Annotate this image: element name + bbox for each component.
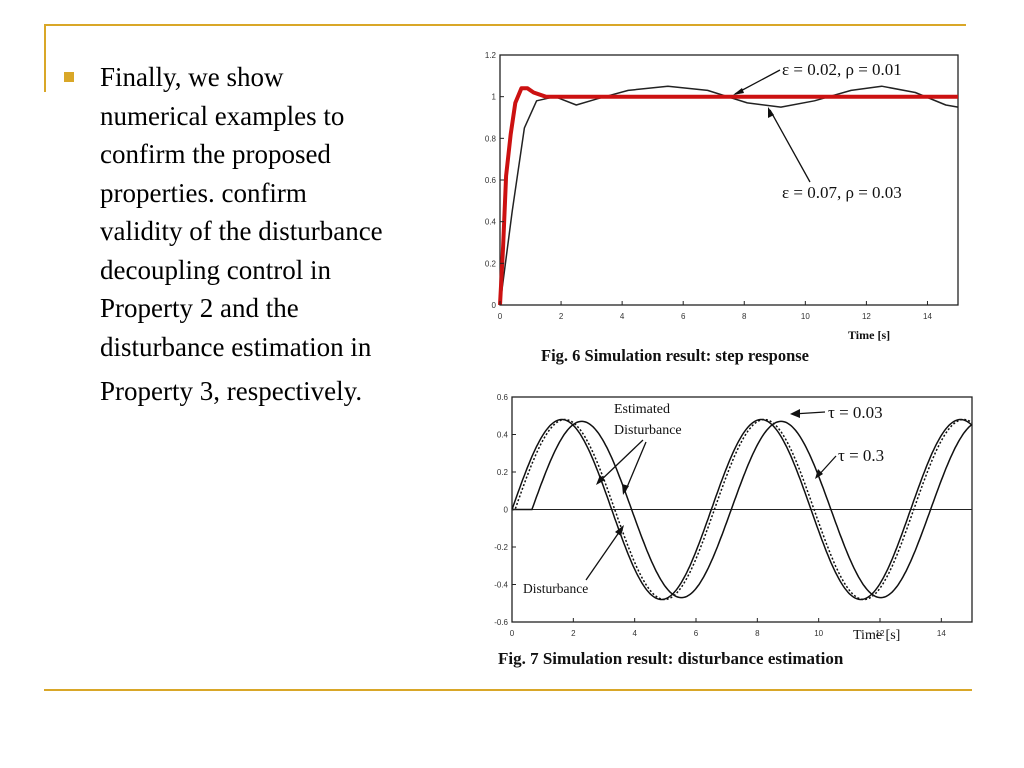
fig7-y-tick-label: 0.2 [497,468,509,477]
fig6-y-tick-label: 1 [492,93,497,102]
fig7-x-tick-label: 0 [510,629,515,638]
fig7-annotation-disturbance-top: Disturbance [614,423,682,438]
fig7-series-line-3 [512,420,973,599]
fig7-x-ticks: 0 2 4 6 8 10 12 14 [510,618,946,638]
fig6-x-tick-label: 4 [620,312,625,321]
fig6-series-group [498,85,959,306]
fig6-y-tick-label: 1.2 [485,51,497,60]
fig6-x-tick-label: 12 [862,312,871,321]
fig6-annotation-1: ε = 0.02, ρ = 0.01 [782,60,902,79]
fig7-x-tick-label: 2 [571,629,576,638]
bullet-line: disturbance estimation in [100,331,372,362]
fig7-series-line-2 [512,418,973,601]
fig6-series-line-2 [499,85,959,306]
fig7-arrow-dist [585,527,623,581]
fig7-arrowhead-dist [615,525,624,536]
fig7-annotation-disturbance-bottom: Disturbance [523,581,588,596]
fig6-x-tick-label: 2 [559,312,564,321]
fig7-series-line-1 [511,418,973,601]
fig7-arrow-est-1 [597,439,644,484]
fig7-xlabel: Time [s] [853,628,900,643]
fig7-x-tick-label: 10 [814,629,823,638]
fig6-y-tick-label: 0.2 [485,259,497,268]
fig6-step-response: 0 2 4 6 8 10 12 14 0 0.2 0.4 0.6 0.8 1 1.2 ε = 0.02, … [485,51,959,365]
fig6-x-tick-label: 0 [498,312,503,321]
fig6-annotation-2: ε = 0.07, ρ = 0.03 [782,183,902,202]
fig6-y-ticks: 0 0.2 0.4 0.6 0.8 1 1.2 [485,51,504,310]
fig6-arrowhead-1 [733,88,744,95]
fig7-x-tick-label: 12 [876,629,885,638]
fig6-y-tick-label: 0 [492,301,497,310]
fig7-annotation-tau-03: τ = 0.3 [838,446,884,465]
fig7-arrow-est-2 [624,441,647,493]
top-rule [44,24,966,26]
fig6-x-tick-label: 10 [801,312,810,321]
fig6-caption: Fig. 6 Simulation result: step response [541,346,809,365]
bullet-line: numerical examples to [100,100,345,131]
fig7-x-tick-label: 4 [632,629,637,638]
fig6-y-tick-label: 0.8 [485,134,497,143]
fig7-x-tick-label: 8 [755,629,760,638]
bullet-line: Finally, we show [100,62,284,92]
fig6-y-tick-label: 0.6 [485,176,497,185]
fig7-arrowhead-tau-003 [790,409,800,418]
fig7-y-ticks: -0.6 -0.4 -0.2 0 0.2 0.4 0.6 [494,393,516,627]
fig6-xlabel: Time [s] [848,328,890,342]
fig7-annotation-estimated: Estimated [614,402,670,417]
fig7-x-tick-label: 6 [694,629,699,638]
fig6-plot-frame [499,54,959,306]
fig7-caption: Fig. 7 Simulation result: disturbance es… [498,649,844,668]
fig7-arrowhead-est-1 [596,475,605,485]
fig7-y-tick-label: -0.2 [494,543,508,552]
fig7-y-tick-label: -0.6 [494,618,508,627]
fig7-annotation-tau-003: τ = 0.03 [828,403,883,422]
bullet-line: Property 2 and the [100,293,299,323]
fig7-y-tick-label: 0.4 [497,431,509,440]
fig6-x-tick-label: 8 [742,312,747,321]
bullet-line: decoupling control in [100,254,331,285]
fig7-y-tick-label: 0 [504,506,509,515]
left-rule [44,24,46,92]
fig7-x-tick-label: 14 [937,629,946,638]
fig6-y-tick-label: 0.4 [485,218,497,227]
fig6-x-ticks: 0 2 4 6 8 10 12 14 [498,301,932,321]
bullet-line: Property 3, respectively. [100,376,363,406]
fig6-x-tick-label: 14 [923,312,932,321]
fig7-disturbance-estimation: 0 2 4 6 8 10 12 14 -0.6 -0.4 -0.2 0 0.2 0.4 0.6 Estim… [494,393,973,668]
fig7-y-tick-label: -0.4 [494,581,508,590]
fig7-y-tick-label: 0.6 [497,393,509,402]
fig6-arrow-2 [769,109,811,183]
fig7-series-group [511,418,973,601]
fig7-arrowhead-tau-03 [815,469,823,479]
bullet-square-icon [64,72,74,82]
fig6-arrowhead-2 [768,107,774,118]
bullet-text: Finally, we show numerical examples to c… [100,58,460,411]
fig7-arrowhead-est-2 [622,484,629,495]
bullet-line: validity of the disturbance [100,216,383,246]
bullet-line: confirm the proposed [100,139,331,169]
bottom-rule [44,689,972,691]
bullet-line: properties. confirm [100,177,307,208]
fig6-x-tick-label: 6 [681,312,686,321]
fig6-series-line-1 [498,86,958,306]
